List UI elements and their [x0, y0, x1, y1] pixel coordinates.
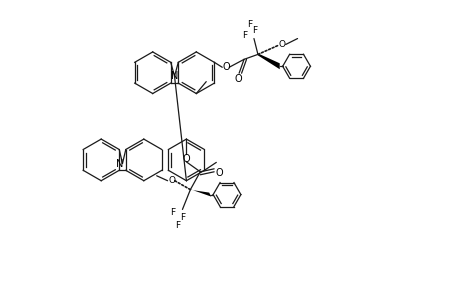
Text: O: O: [234, 74, 241, 84]
Text: O: O: [222, 62, 230, 72]
Text: F: F: [242, 31, 247, 40]
Text: N: N: [116, 159, 123, 170]
Text: O: O: [168, 176, 175, 185]
Text: N: N: [170, 71, 178, 81]
Text: F: F: [179, 213, 185, 222]
Polygon shape: [257, 53, 279, 69]
Text: F: F: [247, 20, 252, 29]
Polygon shape: [189, 190, 211, 196]
Text: O: O: [278, 40, 285, 49]
Text: F: F: [252, 26, 257, 35]
Text: F: F: [170, 208, 175, 217]
Text: F: F: [174, 221, 179, 230]
Text: O: O: [215, 168, 223, 178]
Text: O: O: [182, 154, 190, 164]
